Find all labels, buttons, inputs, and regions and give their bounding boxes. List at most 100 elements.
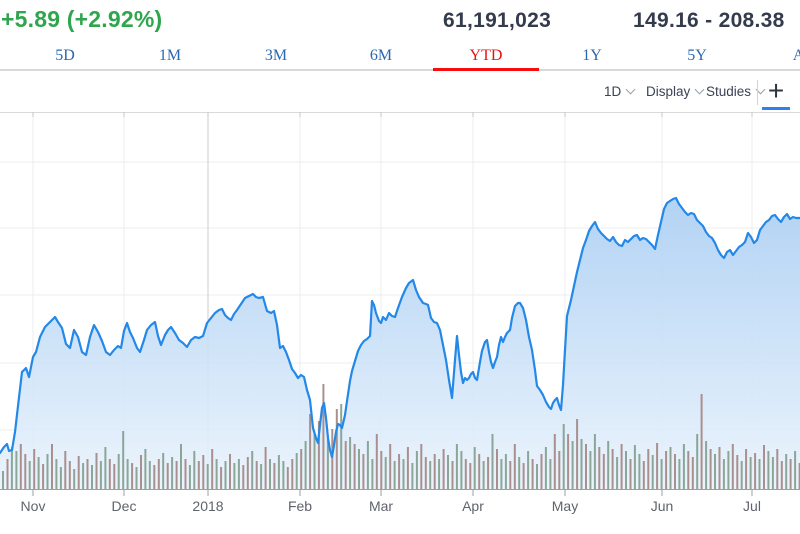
volume-bar [206,464,209,489]
x-axis-label: Dec [112,498,137,514]
x-axis-label: Apr [462,498,484,514]
volume-bar [491,434,494,489]
volume-bar [518,457,521,489]
volume-bar [705,441,708,489]
tab-5d[interactable]: 5D [55,47,75,64]
tab-bar-divider [0,69,800,71]
volume-bar [313,434,316,489]
volume-bar [64,451,67,489]
volume-bar [108,459,111,489]
volume-bar [197,461,200,489]
price-line [0,196,800,459]
volume-bar [309,414,312,489]
volume-bar [651,455,654,489]
volume-bar [553,434,556,489]
volume-bar [674,454,676,489]
volume-bar [771,457,774,489]
tab-ytd[interactable]: YTD [469,47,503,64]
volume-bar [620,444,623,489]
volume-bar [375,434,378,489]
volume-bar [175,461,178,489]
volume-bar [188,465,191,489]
compare-plus-button[interactable]: + [762,77,790,110]
volume-bar [731,444,734,489]
volume-bar [82,463,85,489]
volume-bar [402,459,405,489]
price-change: +5.89 (+2.92%) [1,6,163,32]
volume-bar [669,447,672,489]
volume-bar [371,459,374,489]
volume-bar [389,444,392,489]
volume-bar [745,449,748,489]
volume-bar [215,459,218,489]
volume-bar [300,449,303,489]
volume-bar [611,449,614,489]
volume-bar [638,454,641,489]
volume-bar [740,461,743,489]
volume-bar [433,454,436,489]
tab-3m[interactable]: 3M [264,47,288,64]
interval-dropdown[interactable]: 1D [604,71,636,112]
volume-bar [380,451,383,489]
x-axis-label: Nov [21,498,46,514]
display-dropdown[interactable]: Display [646,71,705,112]
volume-bar [237,459,240,489]
volume-bar [602,454,605,489]
volume-bar [73,469,76,489]
volume-bar [562,424,565,489]
volume-bar [544,447,547,489]
tab-1y[interactable]: 1Y [582,47,602,64]
tab-5y[interactable]: 5Y [687,47,707,64]
volume-bar [598,447,601,489]
volume-bar [522,463,525,489]
volume-bar [789,459,792,489]
volume-bar [193,451,196,489]
volume-bar [148,461,151,489]
volume-bar [625,451,627,489]
volume-bar [682,444,685,489]
volume-bar [86,459,89,489]
volume-bar [696,434,699,489]
volume-bar [585,444,587,489]
volume-bar [353,444,356,489]
volume-bar [224,461,227,489]
volume-bar [736,455,739,489]
volume-bar [117,454,120,489]
tab-all[interactable]: All [792,47,800,64]
volume-bar [131,463,134,489]
week-range-value: 149.16 - 208.38 [633,9,785,32]
chart-toolbar: 1D Display Studies + [0,71,800,112]
volume-bar [398,454,401,489]
tab-1m[interactable]: 1M [158,47,182,64]
volume-bar [763,445,765,489]
toolbar-divider [757,80,758,105]
volume-bar [220,467,223,489]
volume-bar [794,451,797,489]
volume-bar [59,467,62,489]
volume-bar [633,445,636,489]
volume-bar [91,465,93,489]
price-area-fill [0,198,800,489]
volume-bar [473,447,476,489]
volume-bar [709,449,712,489]
volume-bar [24,454,27,489]
volume-bar [487,457,490,489]
volume-bar [331,429,334,489]
volume-bar [260,464,263,489]
volume-bar [678,459,681,489]
volume-bar [749,457,752,489]
volume-bar [122,431,125,489]
volume-bar [767,451,770,489]
price-chart-canvas[interactable]: Nov Dec 2018 Feb Mar Apr May Jun Jul [0,112,800,534]
volume-bar [460,451,463,489]
volume-bar [95,453,98,489]
volume-bar [607,441,610,489]
volume-bar [340,404,343,489]
tab-6m[interactable]: 6M [369,47,393,64]
volume-bar [718,447,721,489]
volume-bar [589,451,592,489]
studies-dropdown[interactable]: Studies [706,71,766,112]
volume-bar [246,457,249,489]
volume-bar [571,441,574,489]
volume-bar [291,459,294,489]
